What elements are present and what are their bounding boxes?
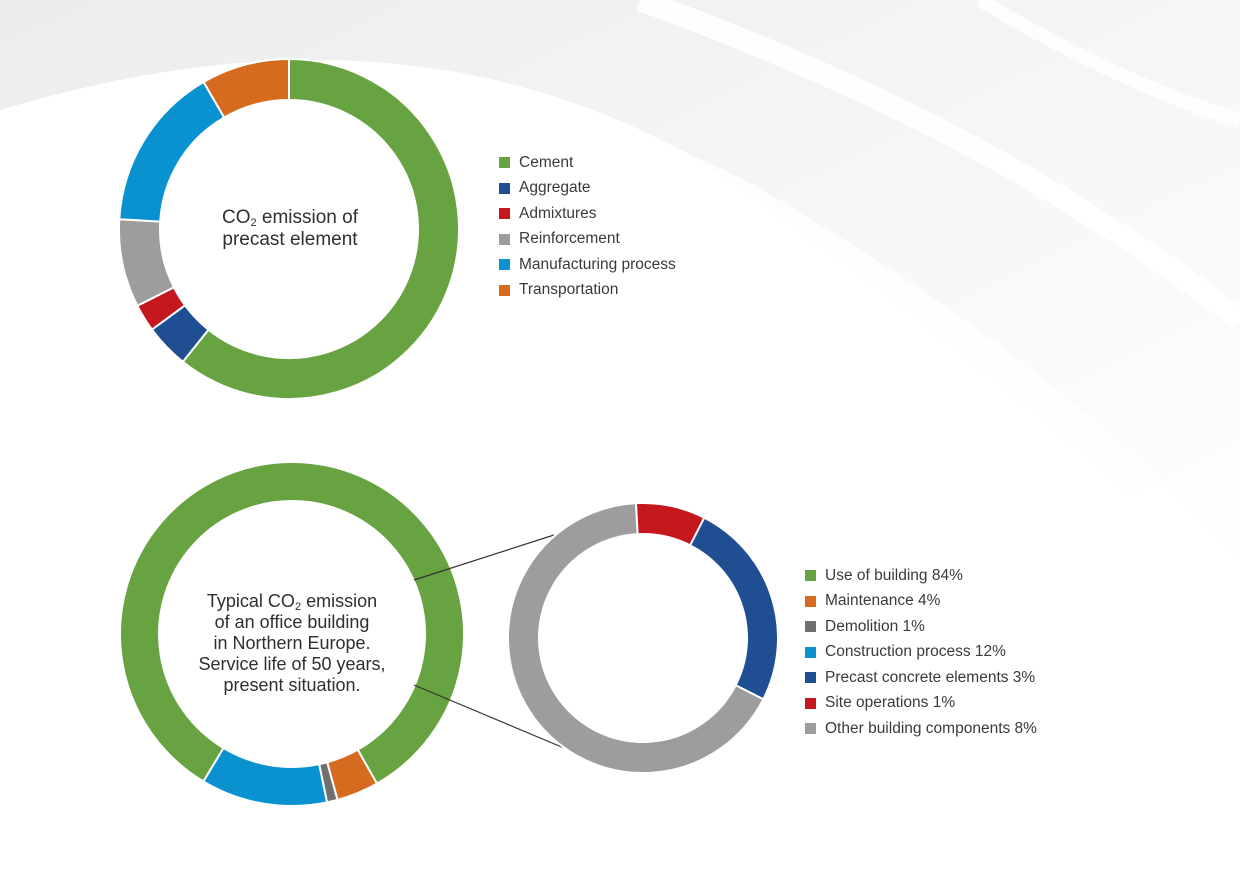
legend2-item-other-building-components-8: Other building components 8% (805, 716, 1037, 742)
donut-chart-breakdown (507, 502, 779, 774)
legend1-label: Manufacturing process (519, 255, 676, 273)
legend1-item-manufacturing-process: Manufacturing process (499, 252, 676, 278)
legend1-swatch (499, 208, 510, 220)
connector-line-bottom (413, 684, 565, 749)
legend2-label: Demolition 1% (825, 617, 925, 635)
chart2-slice-use-of-building (119, 461, 465, 785)
legend1-label: Reinforcement (519, 230, 620, 248)
legend2-swatch (805, 697, 816, 709)
legend1-label: Admixtures (519, 204, 597, 222)
chart1-slice-manufacturing-process (118, 80, 226, 223)
legend2-label: Precast concrete elements 3% (825, 668, 1036, 686)
chart3-slice-precast-concrete-elements (688, 516, 779, 701)
chart1-slice-cement (181, 57, 460, 400)
donut-chart-precast (118, 57, 460, 400)
legend2-label: Other building components 8% (825, 719, 1037, 737)
legend2-label: Maintenance 4% (825, 592, 941, 610)
chart2-slice-construction-process (202, 746, 329, 807)
legend2-item-maintenance-4: Maintenance 4% (805, 589, 1037, 615)
legend1-swatch (499, 259, 510, 271)
legend1-item-cement: Cement (499, 150, 676, 176)
legend1-item-transportation: Transportation (499, 278, 676, 304)
donut-chart-office (119, 461, 465, 807)
legend1-item-aggregate: Aggregate (499, 176, 676, 202)
legend2-label: Use of building 84% (825, 566, 963, 584)
legend1-swatch (499, 284, 510, 296)
legend2-swatch (805, 723, 816, 735)
legend2-swatch (805, 621, 816, 633)
chart2-center-label: Typical CO2 emission of an office buildi… (198, 591, 386, 695)
legend2-swatch (805, 570, 816, 582)
legend1-item-admixtures: Admixtures (499, 201, 676, 227)
legend1-label: Aggregate (519, 179, 591, 197)
legend2-label: Site operations 1% (825, 694, 956, 712)
legend-office: Use of building 84% Maintenance 4% Demolit… (805, 563, 1037, 742)
legend2-swatch (805, 672, 816, 684)
chart3-slice-other-building-components (507, 502, 765, 774)
legend2-swatch (805, 595, 816, 607)
legend1-swatch (499, 157, 510, 169)
legend1-item-reinforcement: Reinforcement (499, 227, 676, 253)
legend2-item-construction-process-12: Construction process 12% (805, 640, 1037, 666)
legend1-swatch (499, 233, 510, 245)
legend1-swatch (499, 182, 510, 194)
legend2-item-use-of-building-84: Use of building 84% (805, 563, 1037, 589)
legend2-item-demolition-1: Demolition 1% (805, 614, 1037, 640)
chart1-center-label: CO2 emission of precast element (222, 207, 358, 250)
legend-precast: Cement Aggregate Admixtures Reinforcement Ma… (499, 150, 676, 303)
legend2-item-precast-concrete-elements-3: Precast concrete elements 3% (805, 665, 1037, 691)
legend2-item-site-operations-1: Site operations 1% (805, 691, 1037, 717)
chart1-slice-transportation (202, 57, 290, 119)
connector-lines (413, 534, 565, 749)
legend2-label: Construction process 12% (825, 643, 1006, 661)
legend2-swatch (805, 646, 816, 658)
legend1-label: Transportation (519, 281, 619, 299)
connector-line-top (413, 534, 555, 581)
legend1-label: Cement (519, 153, 574, 171)
